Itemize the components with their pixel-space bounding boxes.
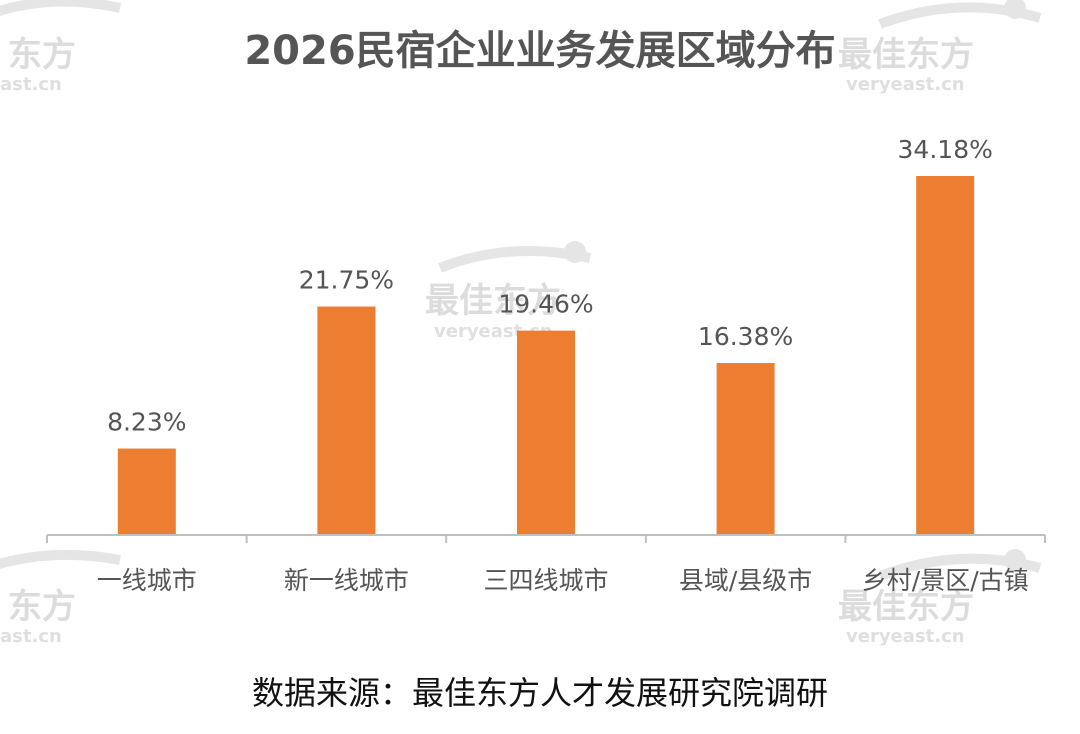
watermark-brand-bottom-left: 东方 — [8, 587, 76, 627]
watermark-site-top-right: veryeast.cn — [846, 74, 965, 95]
x-tick-label: 一线城市 — [97, 566, 197, 595]
labels-layer: 8.23% 一线城市 21.75% 新一线城市 19.46% 三四线城市 16.38% 县域/… — [97, 135, 1029, 595]
data-label: 8.23% — [107, 408, 186, 437]
chart-title: 2026民宿企业业务发展区域分布 — [244, 28, 836, 74]
x-tick-label: 新一线城市 — [284, 566, 409, 595]
watermark-logo-center: 最佳东方 veryeast.cn — [425, 241, 592, 342]
watermark-site-top-left: ast.cn — [0, 74, 62, 95]
bar — [117, 448, 176, 535]
data-label: 19.46% — [498, 290, 593, 319]
bars-layer — [117, 176, 975, 535]
watermark-brand-center: 最佳东方 — [425, 281, 561, 321]
bar — [716, 362, 775, 535]
x-tick-label: 三四线城市 — [483, 566, 608, 595]
watermark-logo-bottom-left: 东方 ast.cn — [0, 549, 121, 647]
watermark-brand-top-left: 东方 — [8, 35, 76, 75]
bar — [317, 306, 376, 535]
data-label: 21.75% — [299, 266, 394, 295]
bar — [517, 330, 575, 535]
watermark-layer: 东方 ast.cn 最佳东方 veryeast.cn 最佳东方 veryeast… — [0, 0, 1042, 647]
watermark-logo-bottom-right: 最佳东方 veryeast.cn — [838, 549, 1042, 647]
watermark-site-bottom-left: ast.cn — [0, 626, 62, 647]
watermark-logo-top-left: 东方 ast.cn — [0, 0, 122, 95]
watermark-brand-top-right: 最佳东方 — [838, 35, 974, 75]
x-tick-label: 乡村/景区/古镇 — [862, 566, 1029, 595]
bar — [916, 176, 975, 535]
x-tick-label: 县域/县级市 — [679, 566, 812, 595]
watermark-brand-bottom-right: 最佳东方 — [838, 587, 974, 627]
x-axis — [46, 534, 1046, 543]
data-source-note: 数据来源：最佳东方人才发展研究院调研 — [251, 674, 828, 712]
watermark-logo-top-right: 最佳东方 veryeast.cn — [838, 0, 1042, 95]
watermark-site-bottom-right: veryeast.cn — [846, 626, 965, 647]
data-label: 34.18% — [898, 135, 993, 164]
data-label: 16.38% — [698, 322, 793, 351]
